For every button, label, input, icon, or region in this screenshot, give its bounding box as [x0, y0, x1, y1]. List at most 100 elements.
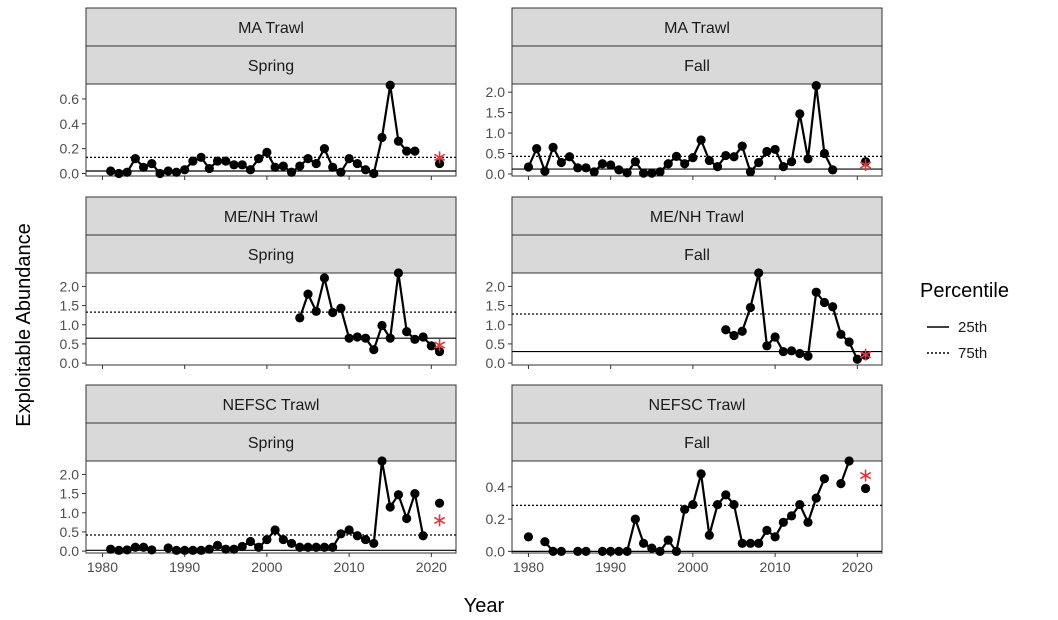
data-point — [638, 538, 649, 548]
y-tick-label: 0.5 — [486, 336, 506, 352]
data-point — [344, 333, 354, 343]
data-point — [434, 158, 445, 169]
data-point — [319, 273, 330, 283]
data-point — [754, 157, 764, 168]
data-point — [402, 327, 412, 337]
data-point — [770, 144, 780, 155]
data-point — [328, 307, 338, 318]
data-point — [221, 156, 231, 166]
data-point — [770, 532, 780, 542]
data-point — [795, 109, 805, 119]
data-point — [712, 499, 723, 510]
strip-survey — [85, 196, 457, 236]
data-point — [319, 144, 330, 154]
data-point — [803, 351, 813, 361]
data-point — [754, 268, 764, 278]
x-axis-title: Year — [464, 595, 505, 617]
strip-season-label: Fall — [684, 58, 710, 75]
data-point — [696, 135, 706, 145]
plot-area — [511, 460, 883, 554]
data-point — [138, 162, 149, 172]
data-point — [270, 525, 280, 535]
data-point — [540, 166, 550, 176]
data-point — [745, 538, 756, 548]
star-marker — [433, 151, 446, 164]
data-point — [762, 146, 772, 157]
x-tick-label: 2000 — [251, 559, 282, 575]
data-point — [188, 545, 198, 555]
x-tick-label: 2010 — [760, 559, 791, 575]
data-point — [319, 542, 330, 552]
data-point — [352, 531, 362, 541]
strip-survey-label: ME/NH Trawl — [650, 209, 744, 226]
data-point — [303, 542, 313, 552]
data-point — [762, 341, 772, 351]
facet-panel: ME/NH Trawl Fall 0.0 0.5 1.0 1.5 2.0 — [486, 196, 883, 371]
data-point — [786, 157, 797, 167]
data-point — [597, 159, 608, 169]
data-point — [778, 517, 788, 527]
y-tick-label: 2.0 — [486, 278, 506, 294]
data-point — [418, 332, 428, 342]
data-point — [385, 333, 395, 343]
strip-survey — [511, 196, 883, 236]
data-point — [647, 168, 657, 178]
facet-panel: NEFSC Trawl Spring 0.0 0.5 1.0 1.5 2.0 1980 1990… — [60, 384, 457, 575]
star-stroke — [433, 516, 446, 525]
data-point — [196, 545, 206, 555]
strip-survey-label: MA Trawl — [238, 20, 304, 37]
facet-panel: MA Trawl Fall 0.0 0.5 1.0 1.5 2.0 — [486, 7, 883, 182]
strip-survey-label: NEFSC Trawl — [649, 397, 746, 414]
facet-panel: NEFSC Trawl Fall 0.0 0.2 0.4 1980 1990 2000 2010… — [486, 384, 883, 575]
data-point — [171, 167, 182, 177]
data-point — [278, 534, 288, 545]
data-point — [606, 546, 616, 556]
data-point — [393, 490, 404, 500]
data-point — [630, 514, 640, 524]
star-marker — [859, 348, 872, 361]
data-point — [737, 141, 747, 151]
data-point — [286, 538, 297, 549]
data-point — [311, 542, 321, 552]
strip-survey — [85, 7, 457, 47]
data-point — [106, 544, 116, 554]
data-point — [245, 165, 256, 175]
data-point — [786, 346, 797, 356]
strip-survey — [85, 384, 457, 424]
data-point — [328, 542, 338, 552]
data-point — [844, 337, 854, 347]
data-point — [434, 346, 445, 357]
data-point — [721, 490, 731, 500]
data-point — [663, 535, 673, 545]
data-point — [278, 161, 288, 171]
data-point — [352, 332, 362, 342]
data-point — [729, 330, 739, 341]
star-marker — [859, 158, 872, 171]
data-point — [130, 153, 140, 164]
data-point — [377, 320, 387, 331]
y-tick-label: 0.5 — [60, 336, 80, 352]
data-point — [589, 167, 599, 177]
data-point — [819, 297, 830, 308]
data-point — [360, 165, 371, 175]
data-point — [852, 354, 862, 364]
data-point — [803, 154, 813, 164]
data-point — [147, 545, 157, 555]
data-point — [795, 348, 805, 359]
data-point — [754, 538, 764, 548]
star-stroke — [859, 161, 872, 169]
data-point — [811, 287, 821, 297]
data-point — [295, 542, 305, 552]
x-tick-label: 2020 — [842, 559, 873, 575]
data-point — [336, 167, 346, 177]
strip-season-label: Fall — [684, 435, 710, 452]
y-tick-label: 0.0 — [486, 355, 506, 371]
data-point — [377, 456, 387, 466]
star-marker — [433, 339, 446, 352]
data-point — [254, 153, 264, 164]
data-point — [229, 160, 239, 170]
data-point — [254, 542, 264, 552]
data-point — [737, 326, 747, 336]
data-point — [344, 525, 354, 535]
data-point — [328, 162, 338, 172]
